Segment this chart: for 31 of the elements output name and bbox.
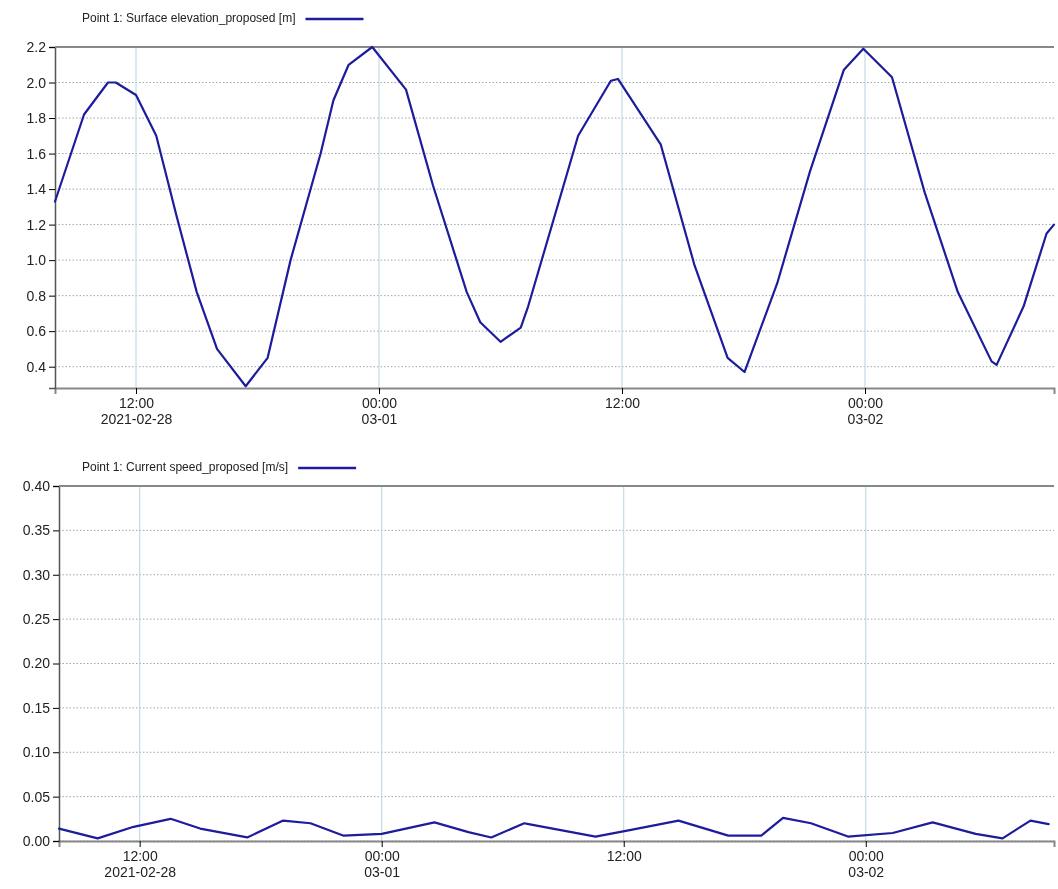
y-tick-label: 0.40 <box>22 477 51 494</box>
y-tick-label: 0.8 <box>26 287 47 304</box>
x-tick-label: 12:00 2021-02-28 <box>104 848 177 880</box>
y-tick-label: 1.0 <box>26 252 47 269</box>
x-tick-label: 12:00 <box>604 395 641 411</box>
line-series <box>57 816 1050 840</box>
y-tick-label: 0.15 <box>22 699 51 716</box>
y-tick-label: 1.6 <box>26 145 47 162</box>
x-tick-label: 00:00 03-01 <box>364 848 401 880</box>
y-tick-label: 0.35 <box>22 522 51 539</box>
y-tick-label: 1.8 <box>26 110 47 127</box>
y-tick-label: 0.6 <box>26 323 47 340</box>
legend-label: Point 1: Surface elevation_proposed [m] <box>82 11 296 26</box>
y-tick-label: 2.0 <box>26 74 47 91</box>
x-tick-label: 12:00 2021-02-28 <box>100 395 173 427</box>
y-tick-label: 0.25 <box>22 611 51 628</box>
y-tick-label: 2.2 <box>26 38 47 55</box>
x-tick-label: 12:00 <box>606 848 642 864</box>
y-tick-label: 1.2 <box>26 216 47 233</box>
x-tick-label: 00:00 03-02 <box>847 395 884 427</box>
x-tick-label: 00:00 03-01 <box>361 395 398 427</box>
y-tick-label: 0.10 <box>22 744 51 761</box>
line-series <box>53 45 1056 388</box>
y-tick-label: 0.05 <box>22 788 51 805</box>
y-tick-label: 0.30 <box>22 566 51 583</box>
y-tick-label: 1.4 <box>26 181 47 198</box>
y-tick-label: 0.00 <box>22 832 51 849</box>
x-tick-label: 00:00 03-02 <box>848 848 885 880</box>
legend-label: Point 1: Current speed_proposed [m/s] <box>82 460 289 475</box>
y-tick-label: 0.4 <box>26 358 47 375</box>
y-tick-label: 0.20 <box>22 655 51 672</box>
